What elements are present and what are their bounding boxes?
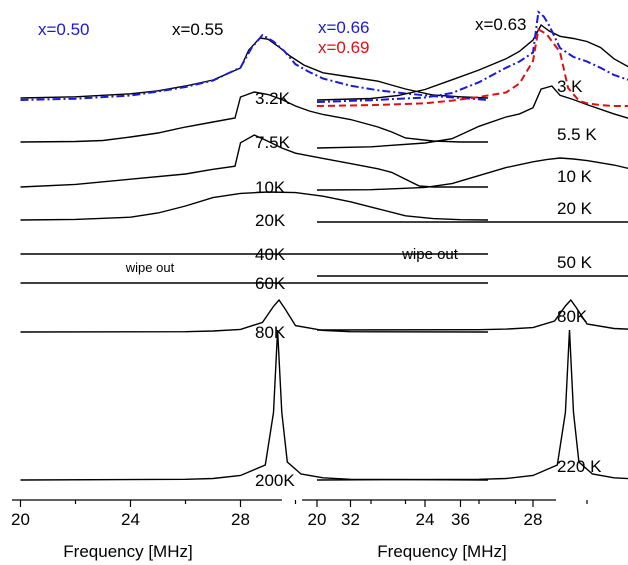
spectrum-line-3-k [316, 23, 628, 101]
temperature-label-40k: 40K [255, 245, 286, 264]
temperature-label-80k: 80K [255, 323, 286, 342]
temperature-label-50-k: 50 K [557, 253, 593, 272]
spectrum-line-80k [316, 298, 628, 331]
temperature-label-10-k: 10 K [557, 167, 593, 186]
x-tick-label-28: 28 [231, 510, 250, 529]
temperature-label-10k: 10K [255, 178, 286, 197]
spectrum-line-220-k [316, 329, 628, 481]
legend-x-063: x=0.63 [475, 15, 527, 34]
spectrum-line-10k [20, 134, 488, 188]
legend-x-050: x=0.50 [38, 20, 90, 39]
overlay-line-x-0-66 [316, 10, 628, 103]
temperature-label-3-2k: 3.2K [255, 89, 291, 108]
temperature-label-20-k: 20 K [557, 199, 593, 218]
temperature-label-5-5-k: 5.5 K [557, 125, 597, 144]
annotation-wipe-out-right: wipe out [401, 246, 459, 263]
temperature-label-200k: 200K [255, 471, 295, 490]
x-tick-label-24: 24 [416, 510, 435, 529]
spectrum-line-5-5-k [316, 85, 628, 149]
x-tick-label-28: 28 [524, 510, 543, 529]
legend-x-069: x=0.69 [318, 38, 370, 57]
x-axis-label-left: Frequency [MHz] [63, 542, 192, 561]
annotation-wipe-out-left: wipe out [125, 260, 175, 275]
legend-x-055: x=0.55 [172, 20, 224, 39]
x-axis-label-right: Frequency [MHz] [377, 542, 506, 561]
x-tick-label-24: 24 [121, 510, 140, 529]
temperature-label-20k: 20K [255, 211, 286, 230]
temperature-label-80k: 80K [557, 307, 588, 326]
spectrum-line-10-k [316, 157, 628, 191]
temperature-label-3-k: 3 K [557, 77, 583, 96]
x-tick-label-20: 20 [308, 510, 327, 529]
overlay-line-x-0-50 [20, 33, 489, 101]
x-tick-label-20: 20 [11, 510, 30, 529]
spectrum-line-200k [20, 329, 489, 481]
temperature-label-220-k: 220 K [557, 457, 602, 476]
x-tick-label-32: 32 [341, 510, 360, 529]
spectrum-line-7-5k [20, 91, 488, 143]
legend-x-066: x=0.66 [318, 18, 370, 37]
x-tick-label-36: 36 [451, 510, 470, 529]
temperature-label-60k: 60K [255, 274, 286, 293]
spectrum-line-20k [20, 191, 489, 221]
